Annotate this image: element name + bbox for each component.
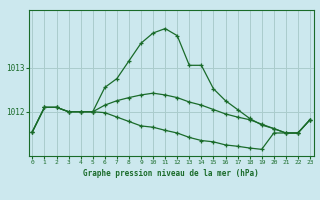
X-axis label: Graphe pression niveau de la mer (hPa): Graphe pression niveau de la mer (hPa) — [83, 169, 259, 178]
